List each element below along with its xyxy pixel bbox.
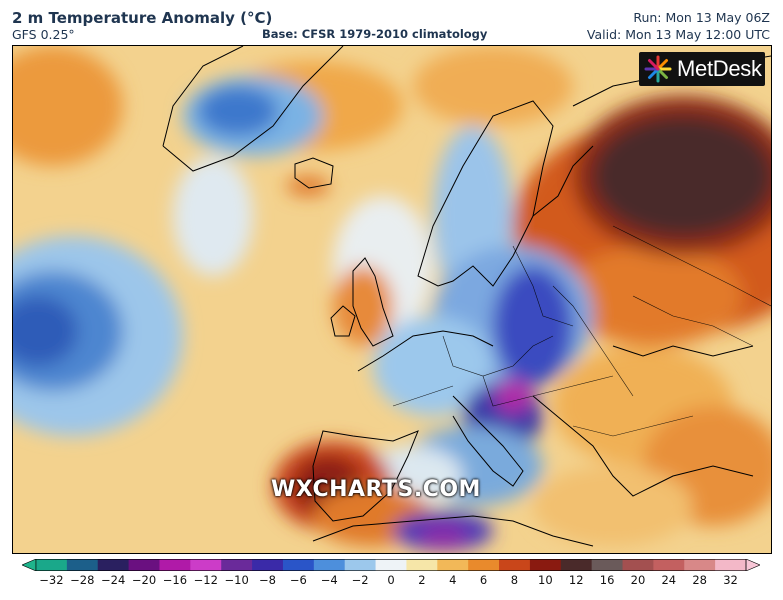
colorbar-tick-label: −20 <box>131 573 157 587</box>
colorbar-segment <box>221 559 253 571</box>
colorbar-extend-low <box>22 559 37 571</box>
country-borders <box>392 225 771 437</box>
colorbar-tick-label: 8 <box>510 573 519 587</box>
metdesk-logo: MetDesk <box>639 52 765 86</box>
colorbar-segment <box>313 559 346 571</box>
base-climatology-label: Base: CFSR 1979-2010 climatology <box>262 27 488 41</box>
colorbar-tick-label: 24 <box>661 573 677 587</box>
colorbar-segment <box>282 559 315 571</box>
colorbar-segment <box>653 559 685 571</box>
colorbar-segment <box>591 559 624 571</box>
colorbar-tick-label: 6 <box>479 573 488 587</box>
colorbar-segment <box>715 559 747 571</box>
colorbar-segment <box>529 559 562 571</box>
colorbar-tick-label: 28 <box>692 573 708 587</box>
colorbar-extend-high <box>745 559 760 571</box>
colorbar-segment <box>375 559 408 571</box>
colorbar-tick-label: −4 <box>320 573 338 587</box>
colorbar-segment <box>622 559 654 571</box>
colorbar-tick-label: −10 <box>224 573 249 587</box>
colorbar-segment <box>684 559 716 571</box>
colorbar-segment <box>66 559 99 571</box>
colorbar-segment <box>128 559 161 571</box>
valid-time-label: Valid: Mon 13 May 12:00 UTC <box>586 27 770 42</box>
colorbar-segment <box>190 559 222 571</box>
colorbar-tick-label: −2 <box>351 573 369 587</box>
colorbar-segment <box>468 559 500 571</box>
colorbar-tick-label: −6 <box>289 573 307 587</box>
colorbar-ticks: −32 −28 −24 −20 −16 −12 −10 −8 −6 −4 −2 0 2 4 6 8 10 12 16… <box>0 573 783 593</box>
map-title: 2 m Temperature Anomaly (°C) <box>12 9 273 27</box>
colorbar-tick-label: 10 <box>538 573 553 587</box>
colorbar-tick-label: −16 <box>162 573 188 587</box>
colorbar-segment <box>344 559 377 571</box>
colorbar-segment <box>499 559 531 571</box>
colorbar-segment <box>252 559 284 571</box>
colorbar-frame <box>35 559 747 571</box>
colorbar-tick-label: 2 <box>418 573 426 587</box>
colorbar-segment <box>36 559 68 571</box>
temperature-anomaly-map: MetDesk WXCHARTS.COM <box>12 45 772 554</box>
colorbar-tick-label: 4 <box>449 573 457 587</box>
colorbar-tick-label: 16 <box>599 573 615 587</box>
colorbar <box>22 559 760 571</box>
colorbar-tick-label: 20 <box>630 573 646 587</box>
colorbar-tick-label: −8 <box>259 573 276 587</box>
colorbar-tick-label: −12 <box>193 573 218 587</box>
colorbar-segment <box>437 559 469 571</box>
anomaly-field <box>13 46 771 551</box>
colorbar-tick-label: −24 <box>101 573 126 587</box>
colorbar-tick-label: −28 <box>70 573 95 587</box>
colorbar-segment <box>97 559 130 571</box>
colorbar-segment <box>560 559 593 571</box>
colorbar-segment <box>406 559 438 571</box>
logo-text: MetDesk <box>677 56 762 81</box>
colorbar-tick-label: 12 <box>568 573 584 587</box>
metdesk-starburst-icon <box>644 55 672 83</box>
colorbar-tick-label: −32 <box>39 573 64 587</box>
map-canvas <box>13 46 771 553</box>
colorbar-tick-label: 32 <box>723 573 738 587</box>
watermark: WXCHARTS.COM <box>271 477 481 502</box>
run-time-label: Run: Mon 13 May 06Z <box>633 10 770 25</box>
model-label: GFS 0.25° <box>12 27 75 42</box>
colorbar-tick-label: 0 <box>387 573 395 587</box>
colorbar-segment <box>159 559 191 571</box>
